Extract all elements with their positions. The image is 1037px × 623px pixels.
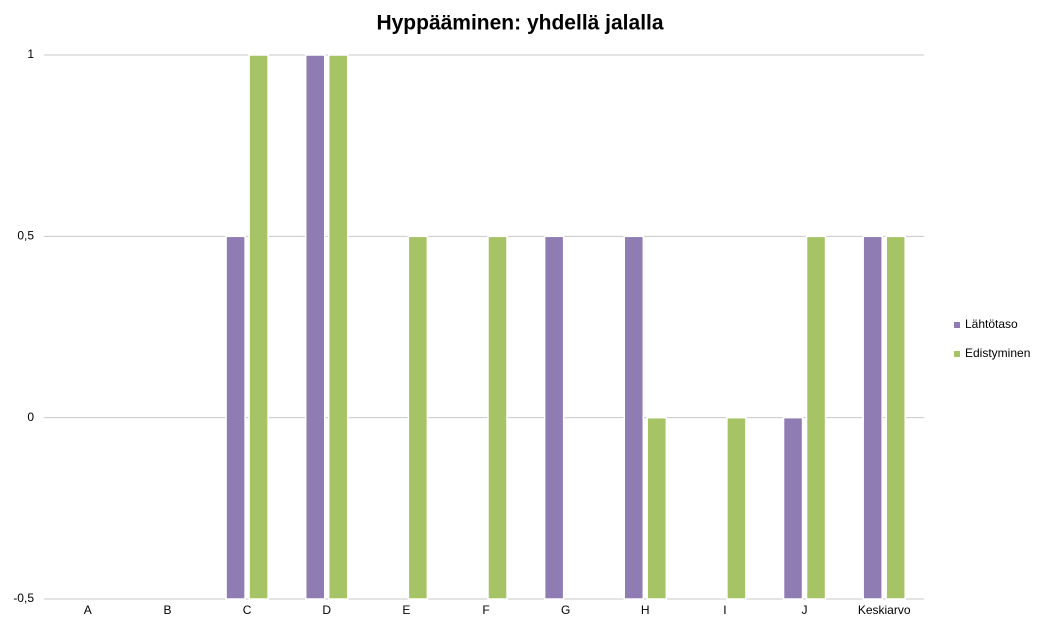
x-tick-label: Keskiarvo	[858, 603, 911, 617]
bar	[623, 235, 645, 600]
y-tick-label: 0	[27, 410, 34, 424]
bar	[646, 416, 668, 600]
bar	[487, 235, 508, 600]
x-tick-label: F	[482, 603, 489, 617]
x-tick-label: H	[641, 603, 650, 617]
bar	[805, 235, 827, 600]
bar	[543, 235, 565, 600]
x-tick-label: C	[243, 603, 252, 617]
x-tick-label: I	[723, 603, 726, 617]
legend-label: Lähtötaso	[965, 317, 1018, 331]
x-tick-label: J	[802, 603, 808, 617]
bar	[327, 54, 349, 600]
bar	[885, 235, 906, 600]
x-tick-label: D	[322, 603, 331, 617]
bar	[248, 54, 269, 600]
chart-title: Hyppääminen: yhdellä jalalla	[376, 12, 663, 35]
x-tick-label: A	[84, 603, 92, 617]
x-tick-label: B	[163, 603, 171, 617]
x-tick-label: G	[561, 603, 570, 617]
bar	[862, 235, 883, 600]
legend-swatch	[954, 322, 960, 328]
bar	[726, 416, 747, 600]
y-tick-label: -0,5	[13, 591, 34, 605]
bar	[304, 54, 326, 600]
legend-label: Edistyminen	[965, 346, 1030, 360]
bar	[407, 235, 429, 600]
x-tick-label: E	[402, 603, 410, 617]
legend-swatch	[954, 351, 960, 357]
bar	[225, 235, 246, 600]
y-tick-label: 1	[27, 47, 34, 61]
y-tick-label: 0,5	[17, 229, 34, 243]
bar	[782, 416, 804, 600]
